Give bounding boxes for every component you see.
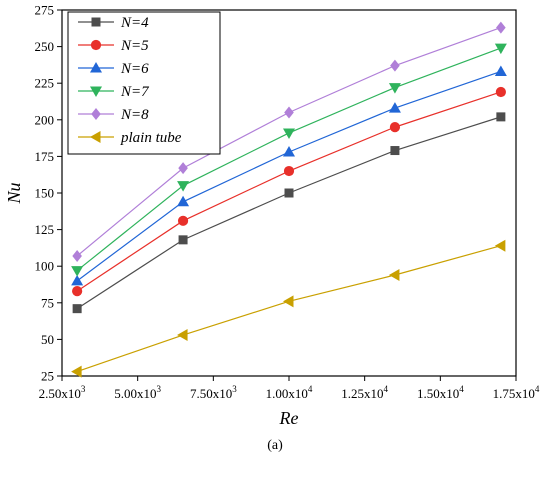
legend-marker (91, 17, 101, 27)
legend-entry: N=6 (78, 61, 149, 77)
legend-marker (90, 86, 102, 97)
x-tick-label: 1.50x104 (417, 384, 464, 401)
y-tick-label: 175 (35, 149, 55, 164)
data-point (71, 365, 82, 378)
data-point (283, 295, 294, 308)
data-point (72, 304, 82, 314)
series-line (76, 245, 502, 373)
y-tick-label: 100 (35, 259, 55, 274)
data-point (178, 162, 188, 175)
data-point (283, 146, 295, 157)
legend-box (67, 11, 221, 155)
y-tick-label: 50 (41, 332, 54, 347)
x-axis-title: Re (279, 408, 299, 428)
legend-label: N=6 (120, 61, 149, 77)
legend-label: N=4 (120, 15, 149, 31)
data-point (496, 112, 506, 122)
series-5 (72, 21, 506, 262)
x-tick-label: 1.00x104 (266, 384, 313, 401)
y-tick-label: 25 (41, 369, 54, 384)
data-point (496, 21, 506, 34)
nu-vs-re-chart: 25 50 75 100 125 150 175 200 225 250 275 2.50x103 5… (4, 3, 540, 429)
x-tick-label: 2.50x103 (39, 384, 86, 401)
data-point (390, 59, 400, 72)
data-point (71, 274, 84, 286)
legend-entry: N=4 (78, 15, 149, 31)
data-point (388, 102, 401, 113)
legend-label: N=7 (120, 84, 150, 100)
x-tick-label: 1.25x104 (341, 384, 388, 401)
legend: N=4 N=5 N=6 N=7 N=8 plain tube (67, 11, 221, 155)
x-axis-ticks: 2.50x103 5.00x103 7.50x103 1.00x104 1.25x104… (39, 376, 540, 401)
legend-marker (91, 108, 101, 120)
data-point (72, 249, 82, 262)
data-point (178, 235, 188, 245)
data-point (177, 181, 190, 192)
data-point (72, 285, 83, 297)
data-point (494, 43, 507, 55)
x-tick-label: 5.00x103 (114, 384, 161, 401)
legend-entry: N=7 (78, 84, 150, 100)
y-axis-title: Nu (4, 182, 24, 204)
y-tick-label: 250 (35, 39, 55, 54)
data-point (390, 146, 400, 156)
legend-entry: N=8 (78, 107, 149, 123)
data-point (495, 86, 506, 98)
x-tick-label: 7.50x103 (190, 384, 237, 401)
y-tick-label: 125 (35, 222, 55, 237)
data-point (388, 268, 400, 281)
legend-entry: plain tube (78, 130, 182, 146)
data-point (177, 195, 190, 207)
legend-label: plain tube (120, 130, 182, 146)
y-tick-label: 150 (35, 186, 55, 201)
series-3 (71, 65, 507, 286)
y-tick-label: 275 (35, 3, 55, 18)
data-point (284, 106, 294, 119)
legend-label: N=8 (120, 107, 149, 123)
data-point (177, 329, 188, 342)
data-point (494, 65, 507, 76)
y-tick-label: 75 (41, 295, 54, 310)
series-4 (71, 43, 507, 277)
data-point (283, 165, 295, 177)
data-point (177, 215, 189, 226)
legend-marker (90, 131, 101, 143)
data-point (71, 266, 84, 277)
series-2 (72, 86, 506, 297)
legend-label: N=5 (120, 38, 149, 54)
data-point (494, 239, 506, 252)
series-6 (71, 239, 506, 378)
legend-marker (90, 39, 102, 51)
x-tick-label: 1.75x104 (493, 384, 540, 401)
data-point (389, 122, 401, 133)
y-tick-label: 200 (35, 112, 55, 127)
figure-caption: (a) (267, 438, 283, 453)
series-layer (71, 21, 507, 378)
series-1 (72, 112, 506, 314)
y-axis-ticks: 25 50 75 100 125 150 175 200 225 250 275 (35, 3, 62, 384)
data-point (388, 83, 401, 94)
data-point (284, 188, 294, 198)
y-tick-label: 225 (35, 76, 55, 91)
legend-entry: N=5 (78, 38, 149, 54)
data-point (283, 128, 295, 139)
legend-marker (90, 62, 102, 73)
